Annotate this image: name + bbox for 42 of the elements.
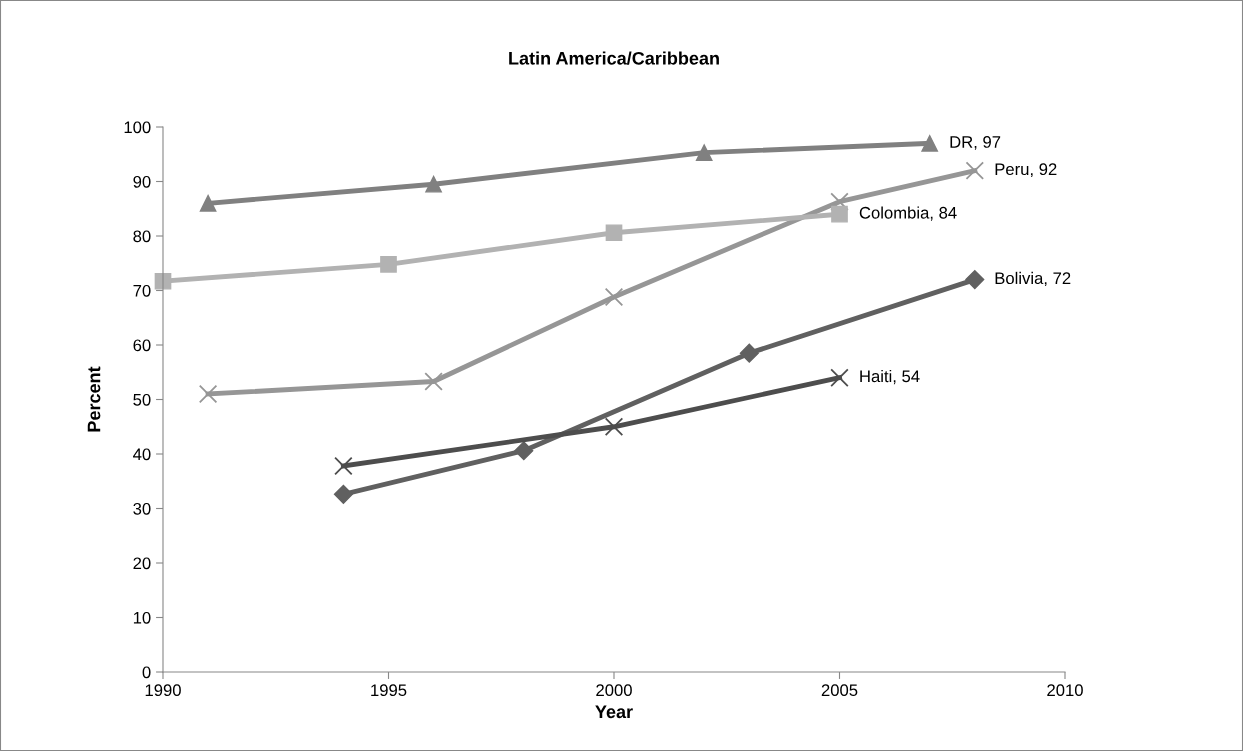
point [604,287,624,307]
x-tick-label: 1990 [145,684,181,697]
x-tick-label: 2000 [596,684,632,697]
y-tick-label: 30 [133,502,151,515]
point [965,270,985,290]
x-tick-label: 1995 [371,684,407,697]
point [334,456,353,476]
point [199,194,217,212]
y-tick-label: 100 [124,121,151,134]
annotation: Peru, 92 [995,163,1057,178]
y-axis-title: Percent [87,366,101,432]
y-tick-label: 50 [133,393,151,406]
point [739,343,759,363]
point [333,484,353,504]
point [604,417,624,436]
annotation: Haiti, 54 [860,369,920,385]
point [514,441,534,461]
point [831,205,848,223]
annotation: Bolivia, 72 [995,271,1071,287]
point [425,175,442,193]
point [921,135,939,152]
annotation: DR, 97 [950,136,1001,150]
point [830,368,849,387]
y-tick-label: 20 [133,557,151,570]
y-tick-label: 40 [133,448,151,461]
point [965,161,985,180]
point [380,256,397,273]
point [695,144,713,161]
y-tick-label: 10 [133,611,151,624]
y-tick-label: 80 [133,230,151,243]
point [605,224,623,242]
x-axis-title: Year [595,705,633,719]
y-tick-label: 70 [133,284,151,297]
annotation: Colombia, 84 [859,206,957,221]
y-tick-label: 0 [142,666,151,679]
x-tick-label: 2005 [821,684,858,697]
point [198,384,218,404]
chart-title: Latin America/Caribbean [509,51,719,65]
y-tick-label: 60 [133,339,151,352]
y-tick-label: 90 [133,175,151,188]
point [424,372,443,391]
x-tick-label: 2010 [1047,684,1083,697]
